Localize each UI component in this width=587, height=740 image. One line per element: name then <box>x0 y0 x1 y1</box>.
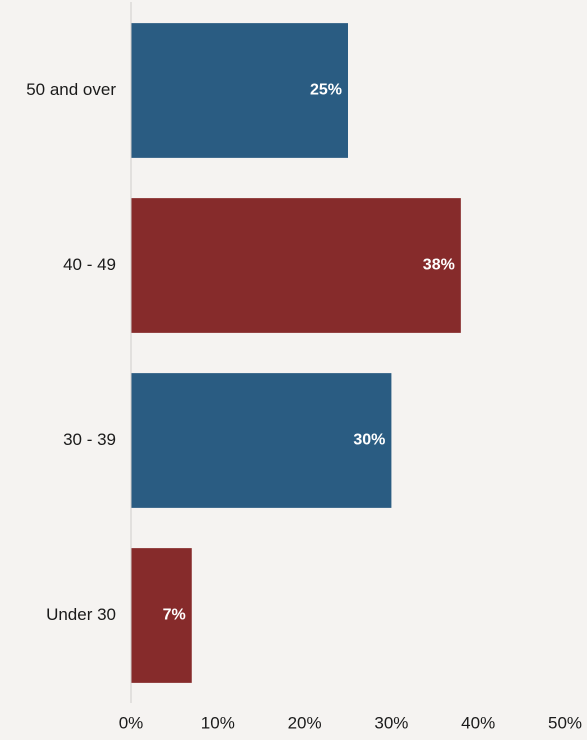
x-tick-label: 20% <box>288 713 322 732</box>
bars-layer <box>131 23 461 683</box>
x-tick-label: 0% <box>119 713 144 732</box>
x-tick-label: 10% <box>201 713 235 732</box>
bar-0 <box>131 23 348 158</box>
x-tick-label: 50% <box>548 713 582 732</box>
category-label: Under 30 <box>46 605 116 624</box>
bar-2 <box>131 373 392 508</box>
x-tick-label: 30% <box>374 713 408 732</box>
category-labels: 50 and over 40 - 49 30 - 39 Under 30 <box>26 80 116 624</box>
data-label: 7% <box>163 607 186 624</box>
category-label: 50 and over <box>26 80 116 99</box>
category-label: 30 - 39 <box>63 430 116 449</box>
data-label: 30% <box>353 432 385 449</box>
data-label: 25% <box>310 82 342 99</box>
bar-3 <box>131 548 192 683</box>
category-label: 40 - 49 <box>63 255 116 274</box>
x-axis-ticks: 0% 10% 20% 30% 40% 50% <box>119 713 582 732</box>
x-tick-label: 40% <box>461 713 495 732</box>
bar-1 <box>131 198 461 333</box>
data-label: 38% <box>423 257 455 274</box>
data-labels: 25% 38% 30% 7% <box>163 82 455 624</box>
